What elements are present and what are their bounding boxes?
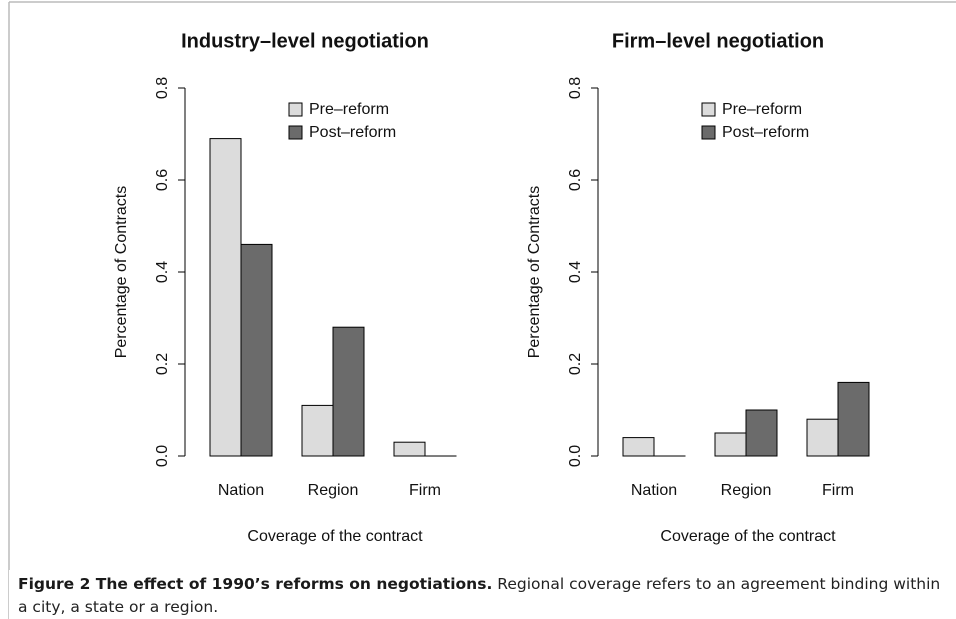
legend-label: Pre–reform — [309, 101, 389, 118]
bar — [240, 243, 273, 457]
bar — [806, 418, 839, 457]
bar — [393, 441, 426, 457]
y-tick-label: 0.4 — [154, 261, 171, 283]
legend-swatch — [288, 125, 303, 140]
chart-title: Firm–level negotiation — [612, 30, 824, 52]
legend-label: Post–reform — [309, 124, 396, 141]
frame-lower — [8, 570, 9, 619]
x-tick-label: Firm — [409, 482, 441, 499]
x-tick-label: Nation — [218, 482, 264, 499]
x-tick-label: Region — [308, 482, 359, 499]
bar — [837, 381, 870, 457]
y-tick-label: 0.2 — [567, 353, 584, 375]
y-tick-label: 0.0 — [154, 445, 171, 467]
caption: Figure 2 The effect of 1990’s reforms on… — [18, 573, 943, 619]
legend-label: Post–reform — [722, 124, 809, 141]
y-tick-label: 0.0 — [567, 445, 584, 467]
bar — [209, 138, 242, 457]
y-tick-label: 0.8 — [567, 77, 584, 99]
y-tick-label: 0.6 — [567, 169, 584, 191]
y-tick-label: 0.6 — [154, 169, 171, 191]
bar — [301, 404, 334, 457]
x-axis-label: Coverage of the contract — [247, 528, 423, 545]
y-tick-label: 0.8 — [154, 77, 171, 99]
figure: Industry–level negotiation 0.0 0.2 0.4 0.6 0.… — [8, 1, 956, 570]
bar — [622, 437, 655, 457]
y-axis-label: Percentage of Contracts — [526, 186, 543, 359]
legend-label: Pre–reform — [722, 101, 802, 118]
caption-text: Regional coverage refers to an agreement… — [18, 575, 941, 616]
chart-title: Industry–level negotiation — [181, 30, 429, 52]
y-axis-label: Percentage of Contracts — [113, 186, 130, 359]
x-tick-label: Region — [721, 482, 772, 499]
bar — [745, 409, 778, 457]
legend-swatch — [701, 102, 716, 117]
bar — [714, 432, 747, 457]
y-tick-label: 0.2 — [154, 353, 171, 375]
bar — [332, 326, 365, 457]
x-axis-label: Coverage of the contract — [660, 528, 836, 545]
caption-label: Figure 2 The effect of 1990’s reforms on… — [18, 575, 493, 593]
y-tick-label: 0.4 — [567, 261, 584, 283]
x-tick-label: Firm — [822, 482, 854, 499]
x-tick-label: Nation — [631, 482, 677, 499]
legend-swatch — [288, 102, 303, 117]
legend-swatch — [701, 125, 716, 140]
